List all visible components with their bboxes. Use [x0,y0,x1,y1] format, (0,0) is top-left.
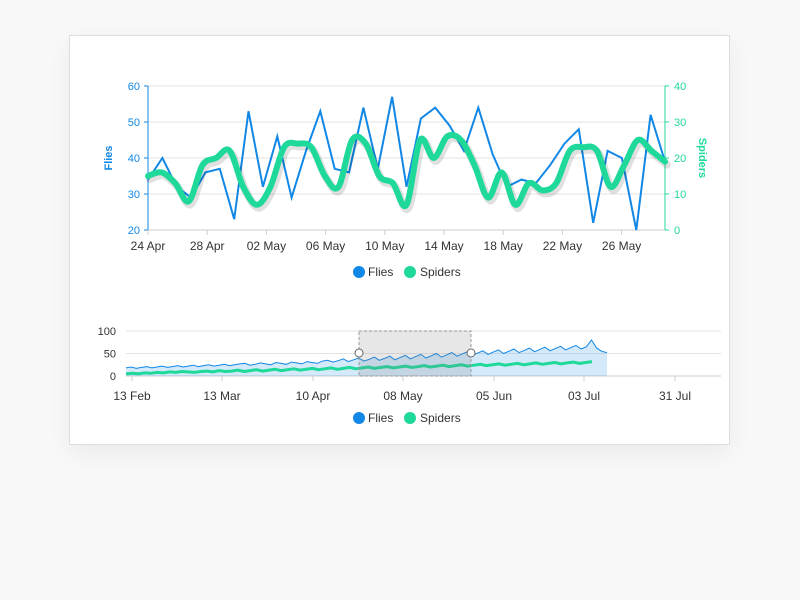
main-legend: Flies Spiders [353,265,461,279]
nav-legend: Flies Spiders [353,411,461,425]
nav-x-tick-label: 13 Feb [113,389,151,403]
nav-x-tick-label: 31 Jul [659,389,691,403]
nav-legend-marker-spiders [404,412,416,424]
nav-legend-item-spiders[interactable]: Spiders [404,411,461,425]
y-right-axis-title: Spiders [696,138,708,178]
y-right-tick-label: 10 [674,189,686,201]
y-left-tick-label: 20 [128,225,140,237]
nav-legend-label-spiders: Spiders [420,411,461,425]
nav-legend-marker-flies [353,412,365,424]
x-tick-label: 18 May [484,239,523,253]
x-tick-label: 14 May [424,239,463,253]
nav-legend-item-flies[interactable]: Flies [353,411,393,425]
x-tick-label: 24 Apr [131,239,166,253]
legend-item-flies[interactable]: Flies [353,265,393,279]
legend-marker-flies [353,266,365,278]
nav-y-tick-label: 50 [104,349,116,361]
series-line-spiders [145,131,668,210]
nav-x-tick-label: 10 Apr [296,389,331,403]
x-tick-label: 06 May [306,239,345,253]
chart-canvas: 20 30 40 50 60 0 10 20 30 40 Flies Spiders 24 Apr 28 … [98,81,721,425]
y-left-axis-title: Flies [103,145,115,170]
nav-handle-left[interactable] [354,348,364,358]
nav-x-tick-label: 08 May [383,389,422,403]
legend-label-spiders: Spiders [420,265,461,279]
y-left-tick-label: 60 [128,81,140,93]
legend-marker-spiders [404,266,416,278]
y-right-tick-label: 40 [674,81,686,93]
nav-x-tick-label: 03 Jul [568,389,600,403]
legend-item-spiders[interactable]: Spiders [404,265,461,279]
main-chart: 20 30 40 50 60 0 10 20 30 40 Flies Spiders 24 Apr 28 … [103,81,708,279]
nav-legend-label-flies: Flies [368,411,393,425]
chart-card: 20 30 40 50 60 0 10 20 30 40 Flies Spiders 24 Apr 28 … [69,35,730,445]
legend-label-flies: Flies [368,265,393,279]
series-line-flies [148,96,665,231]
x-tick-label: 26 May [602,239,641,253]
nav-y-tick-label: 100 [98,326,116,338]
x-tick-label: 02 May [247,239,286,253]
y-right-tick-label: 30 [674,117,686,129]
nav-selection-window[interactable] [358,330,472,377]
nav-y-tick-label: 0 [110,371,116,383]
nav-line-flies [125,339,608,369]
x-tick-label: 10 May [365,239,404,253]
nav-handle-right[interactable] [466,348,476,358]
x-tick-label: 22 May [543,239,582,253]
y-left-tick-label: 30 [128,189,140,201]
y-left-tick-label: 40 [128,153,140,165]
y-left-tick-label: 50 [128,117,140,129]
y-right-tick-label: 20 [674,153,686,165]
y-right-tick-label: 0 [674,225,680,237]
navigator-chart[interactable]: 0 50 100 13 Feb 13 Mar 10 Apr 08 May 05 Jun 03 J… [98,326,721,425]
nav-x-tick-label: 13 Mar [203,389,240,403]
nav-x-tick-label: 05 Jun [476,389,512,403]
x-tick-label: 28 Apr [190,239,225,253]
